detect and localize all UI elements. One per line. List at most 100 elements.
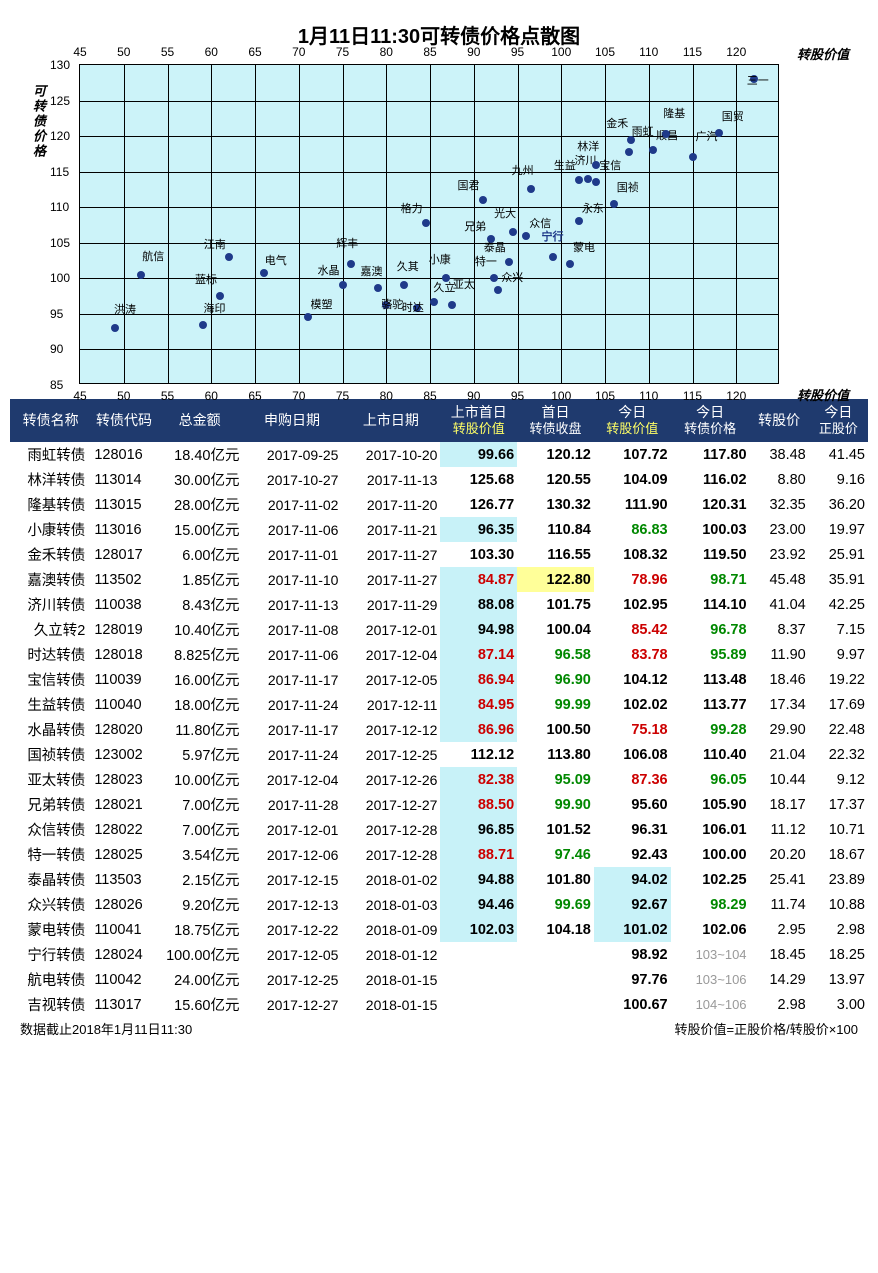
table-cell: 110038 [91,592,156,617]
table-cell: 128022 [91,817,156,842]
table-cell: 2017-12-11 [341,692,440,717]
table-cell: 隆基转债 [10,492,91,517]
table-cell [517,992,594,1017]
y-tick: 120 [50,129,70,143]
point-label: 国贸 [722,107,744,123]
table-cell: 亚太转债 [10,767,91,792]
table-cell: 7.00亿元 [157,817,243,842]
table-cell: 107.72 [594,442,671,467]
table-cell: 2017-11-08 [242,617,341,642]
table-cell: 113.77 [671,692,750,717]
table-cell: 国祯转债 [10,742,91,767]
scatter-point [509,228,517,236]
table-cell: 2017-12-01 [242,817,341,842]
table-cell: 110041 [91,917,156,942]
table-cell: 96.78 [671,617,750,642]
table-cell: 87.36 [594,767,671,792]
table-cell: 29.90 [750,717,809,742]
point-label: 时达 [402,299,424,315]
point-label: 格力 [401,200,423,216]
table-cell: 102.02 [594,692,671,717]
table-cell: 众信转债 [10,817,91,842]
scatter-point [442,274,450,282]
y-tick: 85 [50,378,63,392]
point-label: 亚太 [453,276,475,292]
scatter-point [374,284,382,292]
table-cell: 2017-11-17 [242,717,341,742]
table-cell: 16.00亿元 [157,667,243,692]
table-cell: 104.12 [594,667,671,692]
table-cell: 110.40 [671,742,750,767]
table-cell: 2018-01-12 [341,942,440,967]
table-row: 吉视转债11301715.60亿元2017-12-272018-01-15100… [10,992,868,1017]
table-cell: 98.29 [671,892,750,917]
table-cell: 小康转债 [10,517,91,542]
table-cell: 110042 [91,967,156,992]
table-cell: 众兴转债 [10,892,91,917]
table-cell: 2017-12-22 [242,917,341,942]
table-cell: 120.31 [671,492,750,517]
table-row: 久立转212801910.40亿元2017-11-082017-12-0194.… [10,617,868,642]
x-tick: 50 [117,389,130,403]
table-header: 申购日期 [242,399,341,442]
table-header: 首日转债收盘 [517,399,594,442]
footnote: 数据截止2018年1月11日11:30 转股价值=正股价格/转股价×100 [10,1019,868,1038]
table-cell: 38.48 [750,442,809,467]
table-cell: 102.03 [440,917,517,942]
table-cell: 111.90 [594,492,671,517]
x-tick: 110 [639,45,658,59]
table-cell: 生益转债 [10,692,91,717]
table-cell: 2017-11-13 [341,467,440,492]
table-cell: 18.00亿元 [157,692,243,717]
table-cell: 100.00亿元 [157,942,243,967]
table-cell: 林洋转债 [10,467,91,492]
table-cell: 86.94 [440,667,517,692]
table-cell: 102.25 [671,867,750,892]
table-cell: 9.16 [809,467,868,492]
table-cell: 特一转债 [10,842,91,867]
table-header: 上市首日转股价值 [440,399,517,442]
table-cell: 2017-09-25 [242,442,341,467]
table-cell: 2018-01-15 [341,992,440,1017]
table-cell: 2017-11-27 [341,567,440,592]
table-cell: 128019 [91,617,156,642]
table-cell: 108.32 [594,542,671,567]
point-label: 海印 [204,299,226,315]
table-cell: 95.89 [671,642,750,667]
table-cell: 10.44 [750,767,809,792]
table-cell: 7.00亿元 [157,792,243,817]
table-row: 亚太转债12802310.00亿元2017-12-042017-12-2682.… [10,767,868,792]
table-cell: 110039 [91,667,156,692]
point-label: 金禾 [606,114,628,130]
table-cell: 88.71 [440,842,517,867]
table-cell: 宝信转债 [10,667,91,692]
table-cell: 15.00亿元 [157,517,243,542]
table-cell: 2017-12-12 [341,717,440,742]
table-cell: 2017-11-24 [242,742,341,767]
scatter-point [400,281,408,289]
table-cell: 130.32 [517,492,594,517]
table-cell: 2017-11-28 [242,792,341,817]
table-row: 航电转债11004224.00亿元2017-12-252018-01-1597.… [10,967,868,992]
table-cell: 8.825亿元 [157,642,243,667]
point-label: 国祯 [617,178,639,194]
point-label: 骆驼 [381,296,403,312]
footnote-left: 数据截止2018年1月11日11:30 [20,1019,192,1038]
table-cell: 雨虹转债 [10,442,91,467]
table-cell: 99.28 [671,717,750,742]
y-tick: 115 [50,165,69,179]
scatter-point [422,219,430,227]
table-cell: 时达转债 [10,642,91,667]
table-cell: 113017 [91,992,156,1017]
table-cell: 2017-11-01 [242,542,341,567]
scatter-chart: 可转债价格 转股价值 45455050555560606565707075758… [24,64,854,384]
table-cell: 2017-12-05 [242,942,341,967]
x-tick: 45 [73,389,86,403]
point-label: 洪涛 [114,301,136,317]
x-tick: 105 [595,45,615,59]
table-header: 转债名称 [10,399,91,442]
table-cell: 30.00亿元 [157,467,243,492]
table-cell: 110040 [91,692,156,717]
table-row: 隆基转债11301528.00亿元2017-11-022017-11-20126… [10,492,868,517]
scatter-point [715,129,723,137]
